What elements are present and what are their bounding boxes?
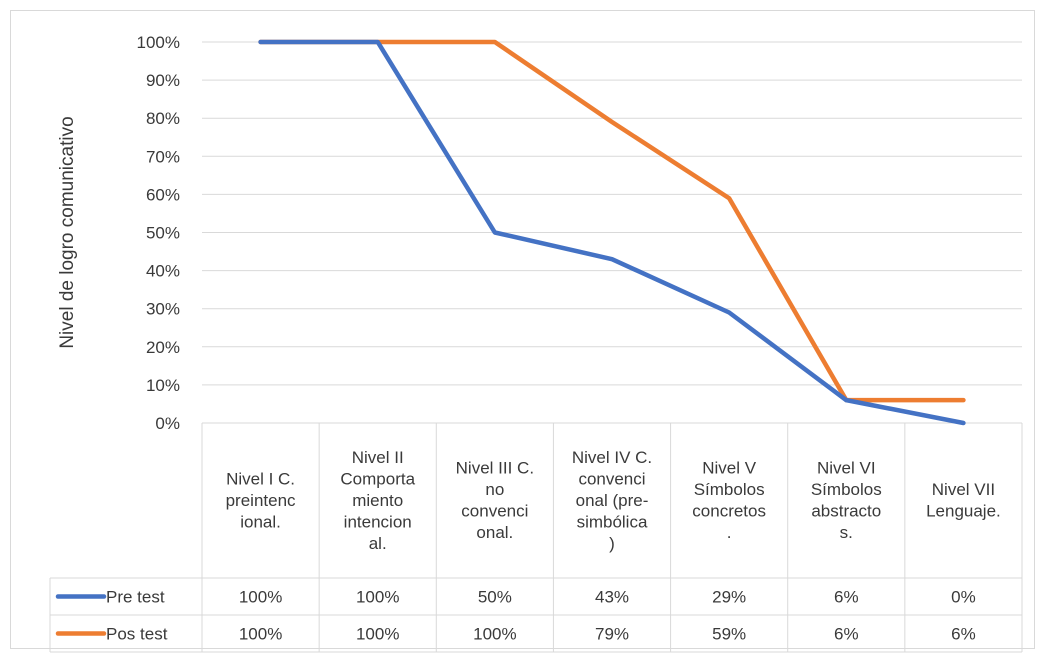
y-tick-label: 20%: [146, 338, 180, 357]
data-label: 6%: [951, 625, 976, 644]
y-tick-label: 70%: [146, 147, 180, 166]
data-label: 43%: [595, 588, 629, 607]
x-tick-label: preintenc: [226, 491, 296, 510]
data-label: 100%: [239, 625, 282, 644]
y-tick-label: 30%: [146, 300, 180, 319]
y-tick-label: 60%: [146, 185, 180, 204]
x-tick-label: Nivel VII: [932, 480, 995, 499]
x-tick-label: Nivel VI: [817, 459, 876, 478]
chart-frame: [10, 10, 1035, 649]
x-tick-label: ): [609, 534, 615, 553]
y-axis-title: Nivel de logro comunicativo: [57, 116, 78, 348]
x-tick-label: miento: [352, 491, 403, 510]
x-tick-label: Nivel I C.: [226, 469, 295, 488]
data-label: 50%: [478, 588, 512, 607]
x-tick-label: convenci: [578, 469, 645, 488]
y-tick-label: 40%: [146, 262, 180, 281]
data-label: 59%: [712, 625, 746, 644]
data-label: 100%: [356, 588, 399, 607]
x-tick-label: Comporta: [340, 469, 415, 488]
y-tick-label: 80%: [146, 109, 180, 128]
data-label: 79%: [595, 625, 629, 644]
x-tick-label: onal (pre-: [576, 491, 649, 510]
x-tick-label: .: [727, 523, 732, 542]
data-label: 6%: [834, 625, 859, 644]
x-tick-label: no: [485, 480, 504, 499]
x-tick-label: Símbolos: [694, 480, 765, 499]
x-tick-label: Nivel II: [352, 448, 404, 467]
x-tick-label: s.: [840, 523, 853, 542]
pre-test-line: [258, 39, 966, 426]
x-tick-label: Nivel V: [702, 459, 757, 478]
x-tick-label: onal.: [476, 523, 513, 542]
x-tick-label: abstracto: [811, 502, 881, 521]
x-tick-label: simbólica: [577, 512, 648, 531]
x-tick-label: intencion: [344, 512, 412, 531]
x-tick-label: al.: [369, 534, 387, 553]
data-label: 100%: [473, 625, 516, 644]
x-tick-label: Nivel III C.: [456, 459, 534, 478]
data-label: 6%: [834, 588, 859, 607]
pre-test-legend-label: Pre test: [106, 588, 165, 607]
x-tick-label: Lenguaje.: [926, 502, 1001, 521]
data-label: 100%: [356, 625, 399, 644]
x-tick-label: concretos: [692, 502, 766, 521]
y-tick-label: 50%: [146, 224, 180, 243]
y-tick-label: 90%: [146, 71, 180, 90]
x-tick-label: ional.: [240, 512, 281, 531]
y-tick-label: 10%: [146, 376, 180, 395]
data-label: 29%: [712, 588, 746, 607]
x-tick-label: Símbolos: [811, 480, 882, 499]
x-tick-label: convenci: [461, 502, 528, 521]
data-label: 100%: [239, 588, 282, 607]
pos-test-legend-label: Pos test: [106, 625, 168, 644]
y-tick-label: 100%: [137, 33, 180, 52]
x-tick-label: Nivel IV C.: [572, 448, 652, 467]
data-label: 0%: [951, 588, 976, 607]
y-tick-label: 0%: [155, 414, 180, 433]
